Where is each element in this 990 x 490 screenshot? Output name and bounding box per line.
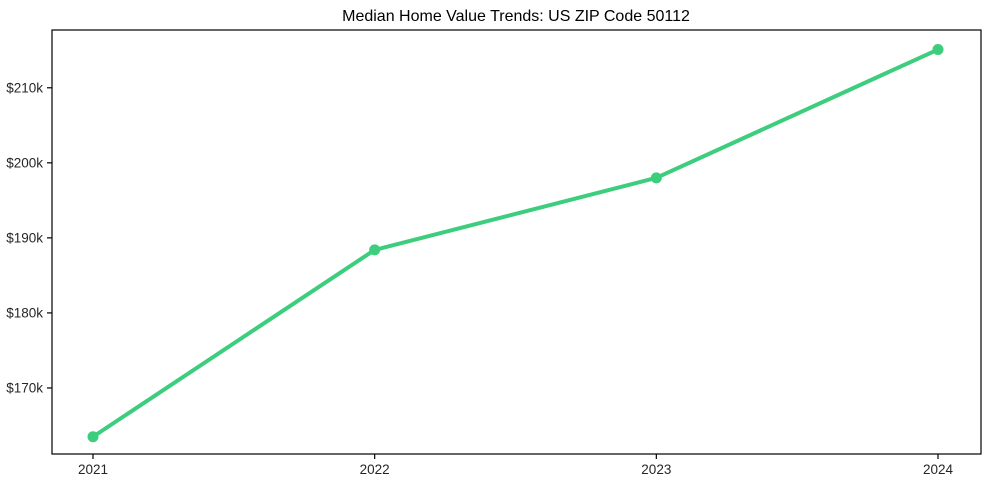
data-point-marker [932, 44, 944, 56]
x-tick-label: 2023 [641, 462, 671, 477]
y-tick-label: $180k [6, 305, 43, 320]
data-point-marker [87, 431, 99, 443]
x-tick-label: 2024 [923, 462, 954, 477]
chart-title: Median Home Value Trends: US ZIP Code 50… [342, 8, 690, 25]
trend-line [91, 47, 940, 439]
y-tick-label: $210k [6, 80, 43, 95]
y-tick-label: $200k [6, 155, 43, 170]
x-tick-label: 2022 [360, 462, 390, 477]
y-tick-label: $190k [6, 230, 43, 245]
data-point-marker [369, 244, 381, 256]
data-point-marker [650, 172, 662, 184]
x-tick-label: 2021 [78, 462, 108, 477]
y-tick-label: $170k [6, 380, 43, 395]
